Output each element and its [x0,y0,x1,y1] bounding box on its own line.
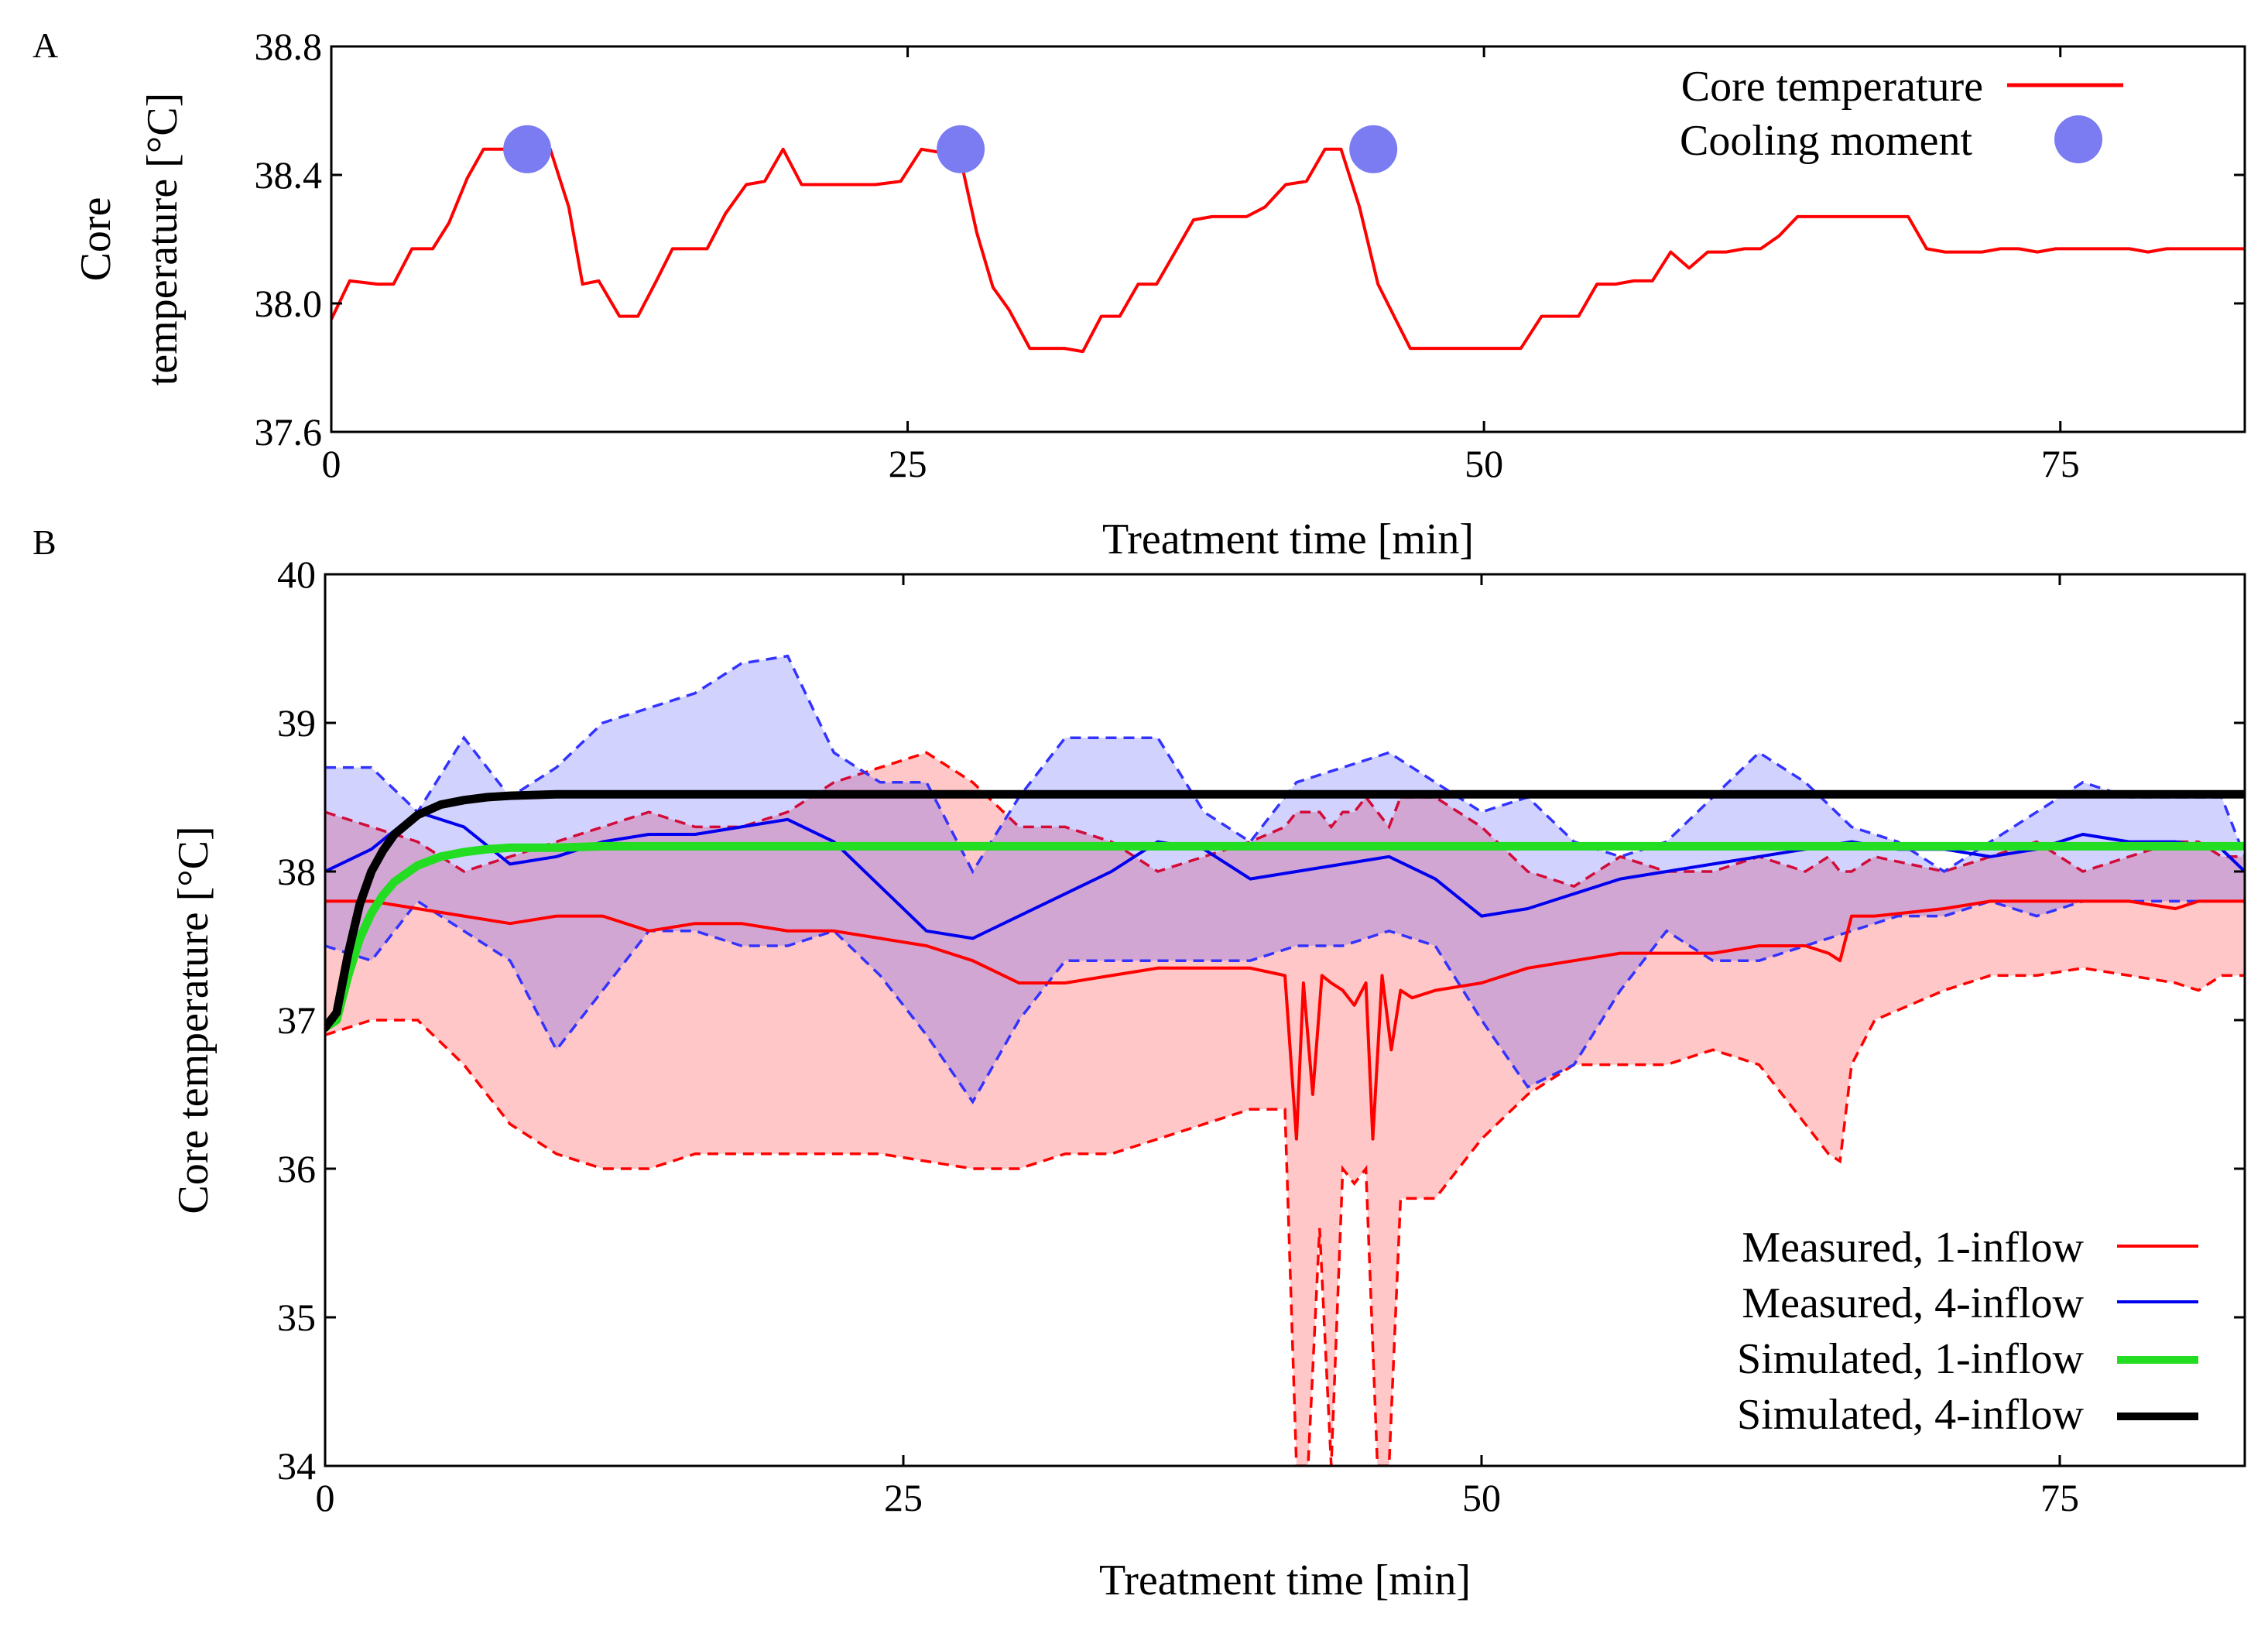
panel-b-y-tick-label: 38 [277,850,316,893]
panel-a-y-tick-label: 38.8 [255,25,323,68]
panel-b-y-tick-label: 36 [277,1147,316,1190]
series-simulated-4-inflow-line [325,789,2245,1032]
1-inflow-range-lower-bound [325,967,2245,1466]
panel-b: B 0 25 50 75 34 35 36 37 38 39 40 Treatment time … [33,522,2246,1604]
panel-a-x-label: Treatment time [min] [1102,515,1474,563]
panel-b-y-tick-label: 39 [277,701,316,745]
panel-a-letter: A [33,26,58,65]
panel-b-y-tick-label: 37 [277,998,316,1042]
series-core-temperature-line [331,147,2245,354]
panel-a-plot-area [331,125,2245,354]
panel-a-legend: Core temperature Cooling moment [1680,63,2123,165]
panel-a-x-tick-label: 25 [889,442,927,485]
panel-b-x-label: Treatment time [min] [1099,1556,1471,1604]
legend-cooling-moment-label: Cooling moment [1680,117,1972,165]
panel-b-y-label: Core temperature [°C] [170,826,218,1214]
panel-a-x-tick-label: 50 [1465,442,1503,485]
panel-b-series-layer [325,789,2245,1141]
panel-b-x-axis: 0 25 50 75 [316,574,2079,1519]
panel-b-y-tick-label: 35 [277,1296,316,1339]
panel-a-y-label: Core temperature [°C] [72,93,187,385]
legend-simulated-1-inflow-label: Simulated, 1-inflow [1737,1335,2085,1383]
legend-measured-4-inflow-label: Measured, 4-inflow [1742,1279,2084,1327]
panel-b-x-tick-label: 75 [2040,1476,2079,1519]
panel-a: A 0 25 50 75 37.6 38.0 38.4 38.8 Treatment tim… [33,25,2246,563]
panel-a-x-axis: 0 25 50 75 [322,46,2080,485]
panel-a-y-tick-label: 38.4 [255,153,323,197]
panel-b-x-tick-label: 50 [1462,1476,1501,1519]
panel-a-axis-frame [330,45,2246,433]
panel-b-plot-area [325,654,2245,1466]
panel-a-x-tick-label: 75 [2041,442,2080,485]
cooling-moment-marker [503,125,552,173]
panel-b-x-tick-label: 25 [884,1476,923,1519]
series-simulated-1-inflow-line [325,841,2245,1032]
panel-b-letter: B [33,522,57,562]
4-inflow-range-upper-bound [325,654,2245,875]
panel-a-x-tick-label: 0 [322,442,341,485]
panel-a-y-tick-label: 38.0 [255,282,323,325]
legend-core-temperature-label: Core temperature [1681,63,1983,111]
cooling-moment-marker [937,125,985,173]
series-measured-1-inflow-line [325,899,2245,1141]
panel-a-y-label-line-2: temperature [°C] [139,93,187,385]
panel-a-series-layer [331,147,2245,354]
panel-a-y-label-line-1: Core [72,197,120,282]
panel-a-cooling-markers [503,125,1398,173]
panel-b-y-tick-label: 40 [277,553,316,596]
panel-b-x-tick-label: 0 [316,1476,335,1519]
panel-a-y-axis: 37.6 38.0 38.4 38.8 [255,25,2245,454]
legend-measured-1-inflow-label: Measured, 1-inflow [1742,1224,2084,1272]
panel-b-y-tick-label: 34 [277,1444,316,1488]
legend-simulated-4-inflow-label: Simulated, 4-inflow [1737,1391,2085,1439]
legend-cooling-moment-marker [2054,115,2102,163]
panel-b-y-axis: 34 35 36 37 38 39 40 [277,553,2245,1488]
4-inflow-range-band [325,656,2245,1102]
panel-a-y-tick-label: 37.6 [255,410,323,454]
panel-b-legend: Measured, 1-inflow Measured, 4-inflow Si… [1737,1224,2198,1439]
cooling-moment-marker [1349,125,1398,173]
